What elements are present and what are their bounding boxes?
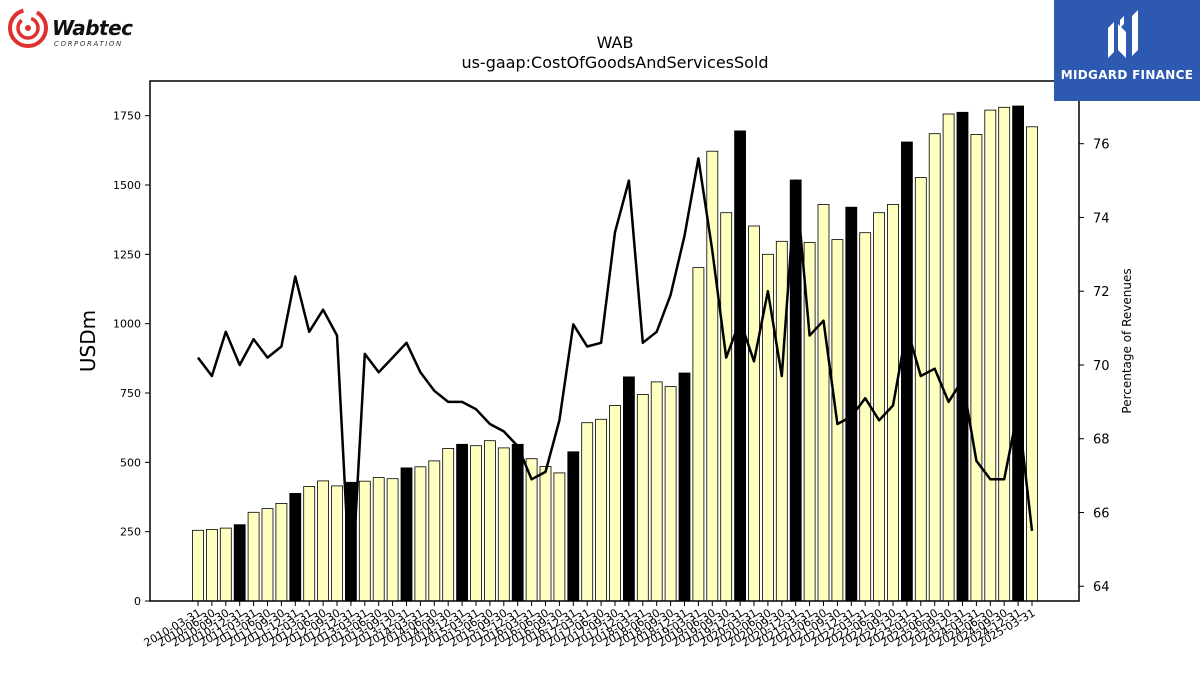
bar-2012-09-30 bbox=[331, 485, 343, 602]
y-tick-label: 0 bbox=[134, 595, 141, 608]
bar-2020-03-31 bbox=[748, 225, 760, 602]
bar-2017-03-31 bbox=[581, 422, 594, 602]
bar-2016-09-30 bbox=[553, 472, 566, 602]
bar-2021-12-31 bbox=[845, 206, 858, 602]
wabtec-wordmark: Wabtec bbox=[52, 16, 133, 40]
bar-2014-06-30 bbox=[428, 460, 441, 602]
y2-axis-label: Percentage of Revenues bbox=[1120, 268, 1134, 413]
bar-2017-06-30 bbox=[595, 418, 607, 602]
bar-2023-03-31 bbox=[914, 177, 927, 602]
bar-series bbox=[192, 105, 1038, 602]
y-tick-label: 1000 bbox=[113, 318, 141, 331]
bar-2016-06-30 bbox=[539, 466, 552, 602]
bar-2013-03-31 bbox=[358, 480, 371, 602]
bar-2010-12-31 bbox=[233, 524, 246, 602]
y2-tick-label: 70 bbox=[1093, 359, 1110, 374]
y2-tick-label: 72 bbox=[1093, 285, 1110, 300]
y-axis-label: USDm bbox=[76, 310, 100, 372]
bar-2018-09-30 bbox=[664, 386, 677, 602]
bar-2023-06-30 bbox=[928, 133, 941, 602]
bar-2011-12-31 bbox=[289, 492, 302, 602]
bar-2021-06-30 bbox=[817, 203, 830, 602]
bar-2015-09-30 bbox=[497, 447, 510, 602]
chart-subtitle: us-gaap:CostOfGoodsAndServicesSold bbox=[461, 53, 768, 72]
bar-2022-06-30 bbox=[873, 212, 885, 602]
y-tick-label: 250 bbox=[120, 526, 141, 539]
wabtec-swirl-icon bbox=[8, 8, 48, 48]
bar-2014-03-31 bbox=[414, 466, 427, 602]
bar-2023-12-31 bbox=[956, 111, 969, 602]
bar-2017-12-31 bbox=[623, 376, 635, 602]
bar-2014-09-30 bbox=[442, 448, 455, 602]
y2-tick-label: 76 bbox=[1093, 138, 1110, 153]
bar-2014-12-31 bbox=[456, 443, 469, 602]
bar-2015-12-31 bbox=[511, 443, 524, 602]
bar-2019-03-31 bbox=[692, 267, 705, 602]
plot-frame bbox=[149, 80, 1080, 602]
bar-2023-09-30 bbox=[942, 113, 955, 602]
y2-tick-label: 66 bbox=[1093, 506, 1110, 521]
y2-tick-label: 64 bbox=[1093, 580, 1110, 595]
percentage-line bbox=[197, 157, 1034, 603]
bar-2010-09-30 bbox=[219, 527, 232, 602]
bar-2019-09-30 bbox=[720, 212, 733, 602]
midgard-mark-icon bbox=[1108, 10, 1138, 58]
bar-2015-03-31 bbox=[470, 445, 482, 602]
bar-2013-09-30 bbox=[386, 478, 399, 602]
bar-2016-12-31 bbox=[567, 451, 580, 602]
wabtec-corporation-text: CORPORATION bbox=[54, 40, 123, 48]
bar-2012-03-31 bbox=[303, 486, 316, 602]
bar-2018-03-31 bbox=[636, 393, 649, 602]
bar-2024-03-31 bbox=[970, 134, 983, 602]
y-tick-label: 1500 bbox=[113, 179, 141, 192]
y-tick-label: 1750 bbox=[113, 110, 141, 123]
bar-2018-12-31 bbox=[678, 372, 691, 602]
bar-2017-09-30 bbox=[609, 405, 621, 602]
y2-tick-label: 68 bbox=[1093, 433, 1110, 448]
bar-2024-09-30 bbox=[998, 106, 1011, 602]
y2-tick-label: 74 bbox=[1093, 211, 1110, 226]
bar-2020-09-30 bbox=[775, 240, 788, 602]
bar-2013-12-31 bbox=[400, 467, 413, 602]
bar-2011-03-31 bbox=[247, 511, 260, 602]
bar-2022-03-31 bbox=[859, 232, 872, 602]
bar-2012-06-30 bbox=[317, 480, 330, 602]
bar-2019-12-31 bbox=[734, 130, 746, 602]
bar-2024-06-30 bbox=[984, 109, 997, 602]
y-tick-label: 750 bbox=[120, 387, 141, 400]
bar-2011-06-30 bbox=[261, 508, 274, 602]
bar-2010-03-31 bbox=[192, 529, 204, 602]
wabtec-logo: Wabtec CORPORATION bbox=[6, 6, 146, 52]
bar-2018-06-30 bbox=[650, 381, 663, 602]
bar-2022-12-31 bbox=[901, 141, 913, 602]
midgard-finance-logo: MIDGARD FINANCE bbox=[1054, 0, 1200, 101]
chart-title: WAB bbox=[597, 33, 634, 52]
y-tick-label: 500 bbox=[120, 456, 141, 469]
bar-2013-06-30 bbox=[372, 477, 385, 602]
bar-2015-06-30 bbox=[483, 440, 496, 602]
midgard-finance-text: MIDGARD FINANCE bbox=[1060, 68, 1194, 82]
y-tick-label: 1250 bbox=[113, 248, 141, 261]
axes: 0 250 500 750 1000 1250 1500 1750 64 66 68 70 72 74 76… bbox=[113, 110, 1110, 650]
bar-2010-06-30 bbox=[205, 529, 218, 602]
bar-2024-12-31 bbox=[1012, 105, 1024, 602]
bar-2011-09-30 bbox=[275, 502, 288, 602]
